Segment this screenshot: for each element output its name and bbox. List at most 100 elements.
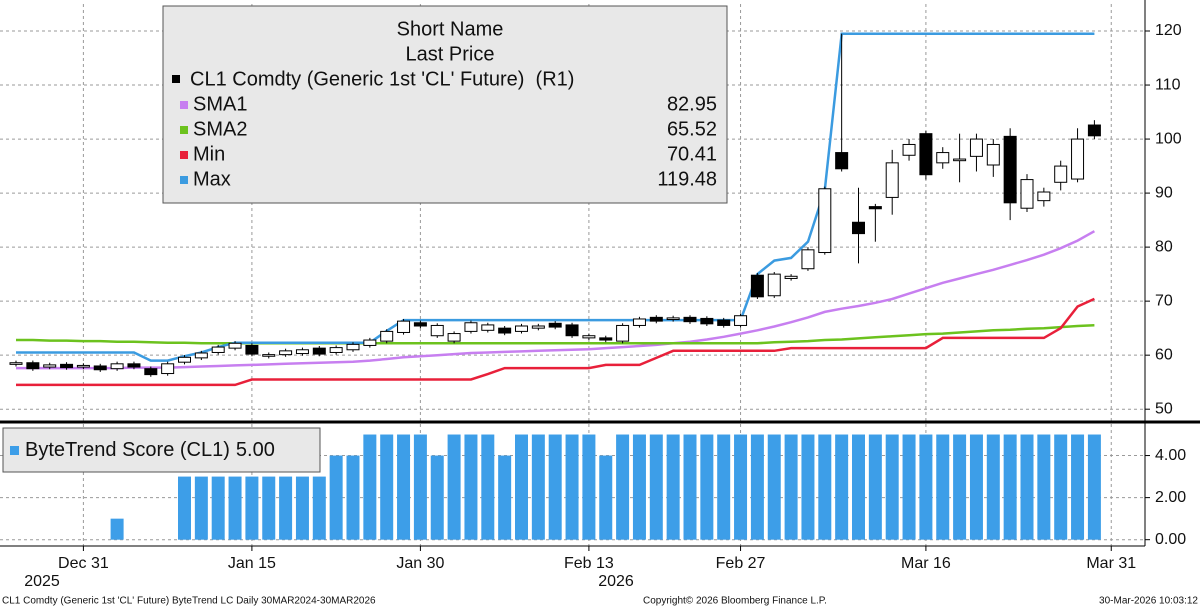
- candle-body: [110, 363, 124, 370]
- bar: [481, 434, 495, 540]
- candle-body: [447, 333, 461, 342]
- bar: [649, 434, 663, 540]
- candle-body: [498, 327, 512, 334]
- y-tick-label: 90: [1155, 184, 1173, 201]
- legend-marker: [180, 126, 188, 134]
- bar: [683, 434, 697, 540]
- bar: [430, 455, 444, 540]
- bar: [464, 434, 478, 540]
- y-tick-label: 110: [1155, 76, 1181, 93]
- bar: [885, 434, 899, 540]
- candle-body: [599, 337, 613, 341]
- legend-label: Max: [193, 168, 231, 190]
- y-tick-label: 4.00: [1155, 447, 1186, 464]
- bar: [211, 476, 225, 540]
- x-tick-label: Feb 27: [716, 555, 766, 572]
- candle-body: [346, 343, 360, 351]
- candle-body: [279, 350, 293, 356]
- candle-body: [1071, 138, 1085, 180]
- footer-center: Copyright© 2026 Bloomberg Finance L.P.: [643, 596, 827, 607]
- candle-body: [363, 339, 377, 346]
- candle-body: [397, 320, 411, 333]
- bar: [363, 434, 377, 540]
- candle-body: [582, 335, 596, 339]
- bar: [380, 434, 394, 540]
- bar: [279, 476, 293, 540]
- bar: [262, 476, 276, 540]
- bar: [1054, 434, 1068, 540]
- candle-body: [127, 363, 141, 368]
- candle-body: [228, 342, 242, 349]
- legend-label: ByteTrend Score (CL1) 5.00: [25, 439, 275, 461]
- legend-value: 70.41: [667, 143, 717, 165]
- bar: [616, 434, 630, 540]
- legend-label: SMA2: [193, 118, 247, 140]
- legend-label: SMA1: [193, 93, 247, 115]
- y-tick-label: 70: [1155, 292, 1173, 309]
- bar: [1071, 434, 1085, 540]
- legend-label: CL1 Comdty (Generic 1st 'CL' Future) (R1…: [190, 68, 574, 90]
- legend-marker: [172, 75, 180, 83]
- bar: [346, 455, 360, 540]
- candle-body: [666, 317, 680, 321]
- footer-left: CL1 Comdty (Generic 1st 'CL' Future) Byt…: [2, 596, 376, 607]
- candle-body: [852, 221, 865, 235]
- bar: [515, 434, 528, 540]
- candle-body: [632, 318, 646, 326]
- legend-title: Last Price: [406, 43, 495, 65]
- bar: [228, 476, 242, 540]
- candle-body: [380, 330, 394, 342]
- candle-body: [565, 324, 579, 337]
- bar: [531, 434, 545, 540]
- candle-body: [683, 316, 697, 323]
- candle-body: [9, 362, 23, 365]
- candle-body: [211, 346, 225, 353]
- footer-right: 30-Mar-2026 10:03:12: [1099, 596, 1198, 607]
- bar: [750, 434, 764, 540]
- bar: [986, 434, 1000, 540]
- y-tick-label: 100: [1155, 130, 1182, 147]
- bar: [1020, 434, 1034, 540]
- bar: [969, 434, 983, 540]
- candle-body: [329, 347, 343, 353]
- candle-body: [835, 152, 849, 170]
- candle-body: [902, 143, 916, 156]
- candle-body: [767, 273, 781, 297]
- line-series: [16, 230, 1096, 370]
- bar: [329, 455, 343, 540]
- candle-body: [481, 324, 495, 331]
- candle-body: [868, 206, 882, 210]
- candle-body: [262, 354, 276, 357]
- bar: [1087, 434, 1101, 540]
- bar: [565, 434, 579, 540]
- bar: [784, 434, 798, 540]
- bar: [1037, 434, 1051, 540]
- legend-value: 5.00: [236, 439, 275, 461]
- candle-body: [464, 322, 478, 332]
- bar: [397, 434, 411, 540]
- line-series: [16, 324, 1095, 345]
- bar: [868, 434, 882, 540]
- bar: [447, 434, 461, 540]
- candle-body: [1003, 135, 1017, 204]
- bar: [194, 476, 208, 540]
- y-tick-label: 60: [1155, 346, 1173, 363]
- candle-body: [969, 138, 983, 157]
- candle-body: [801, 249, 815, 270]
- candle-body: [413, 322, 427, 327]
- year-label: 2025: [24, 573, 60, 590]
- candle-body: [700, 317, 714, 325]
- candle-body: [616, 324, 630, 342]
- candle-body: [1087, 124, 1101, 137]
- legend-value: 82.95: [667, 93, 717, 115]
- bar: [902, 434, 916, 540]
- candle-body: [1054, 165, 1068, 183]
- bar: [835, 434, 849, 540]
- y-tick-label: 120: [1155, 22, 1182, 39]
- y-tick-label: 2.00: [1155, 489, 1186, 506]
- legend-label: Min: [193, 143, 225, 165]
- bar: [498, 455, 512, 540]
- bar: [700, 434, 714, 540]
- candle-body: [76, 364, 90, 368]
